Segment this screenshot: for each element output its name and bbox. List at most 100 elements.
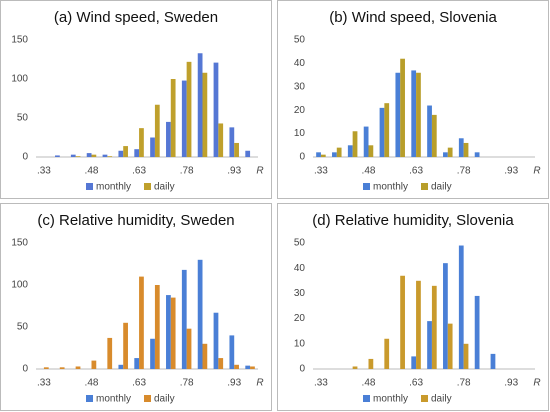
bar — [347, 145, 353, 157]
bar — [107, 337, 113, 369]
x-tick-label: .93 — [504, 378, 518, 389]
y-tick-label: 10 — [294, 338, 306, 349]
bar — [395, 72, 401, 157]
panel-frame — [277, 203, 549, 411]
x-tick-label: .93 — [504, 166, 518, 177]
bar — [107, 156, 113, 157]
x-axis-label: R — [256, 166, 263, 177]
legend-swatch — [144, 183, 151, 190]
bar — [427, 105, 432, 157]
bar — [458, 245, 464, 369]
bar — [75, 366, 81, 369]
bar — [181, 80, 187, 157]
x-tick-label: .63 — [409, 378, 423, 389]
x-tick-label: .93 — [227, 166, 241, 177]
chart-title: (d) Relative humidity, Slovenia — [312, 212, 514, 229]
bar — [186, 61, 192, 158]
bar — [447, 323, 453, 369]
y-tick-label: 50 — [294, 238, 306, 249]
bar — [170, 79, 176, 157]
legend-label: daily — [431, 182, 452, 193]
bar — [154, 285, 160, 369]
legend-swatch — [363, 395, 370, 402]
y-tick-label: 150 — [11, 35, 28, 46]
y-tick-label: 0 — [299, 364, 305, 375]
legend-label: monthly — [373, 394, 408, 405]
legend-label: daily — [154, 394, 175, 405]
x-tick-label: .33 — [37, 378, 51, 389]
bar — [443, 152, 448, 157]
bar — [118, 150, 124, 157]
x-axis-label: R — [533, 166, 540, 177]
y-tick-label: 100 — [11, 280, 28, 291]
bar — [474, 295, 480, 369]
x-tick-label: .93 — [227, 378, 241, 389]
bar — [70, 154, 76, 157]
bar — [416, 280, 421, 369]
bar — [197, 259, 203, 369]
x-tick-label: .78 — [180, 166, 194, 177]
x-tick-label: .48 — [85, 378, 99, 389]
legend-swatch — [363, 183, 370, 190]
bar — [91, 360, 97, 369]
panel-frame — [0, 0, 272, 199]
y-tick-label: 50 — [17, 113, 29, 124]
bar — [55, 155, 60, 157]
bar — [218, 123, 224, 157]
y-tick-label: 40 — [294, 58, 306, 69]
bar — [463, 343, 469, 369]
bar — [186, 328, 192, 369]
bar — [234, 142, 239, 157]
bar — [229, 335, 235, 369]
bar — [202, 343, 208, 369]
chart-title: (b) Wind speed, Slovenia — [329, 9, 497, 26]
bar — [123, 322, 128, 369]
bar — [134, 358, 140, 369]
x-tick-label: .63 — [409, 166, 423, 177]
y-tick-label: 40 — [294, 263, 306, 274]
bar — [443, 263, 448, 369]
x-tick-label: .33 — [37, 166, 51, 177]
x-tick-label: .78 — [457, 166, 471, 177]
bar — [197, 53, 203, 158]
bar — [134, 149, 140, 157]
bar — [139, 128, 144, 157]
bar — [379, 107, 385, 157]
bar — [123, 146, 128, 157]
legend-swatch — [86, 395, 93, 402]
legend-swatch — [86, 183, 93, 190]
bar — [86, 153, 92, 157]
legend-swatch — [421, 183, 428, 190]
bar — [368, 145, 374, 157]
x-tick-label: .48 — [362, 166, 376, 177]
bar — [43, 367, 49, 369]
legend-label: daily — [431, 394, 452, 405]
panel-frame — [0, 203, 272, 411]
bar — [75, 156, 81, 157]
bar — [245, 365, 251, 369]
y-tick-label: 150 — [11, 238, 28, 249]
legend-label: daily — [154, 182, 175, 193]
y-tick-label: 20 — [294, 105, 306, 116]
y-tick-label: 0 — [22, 364, 28, 375]
y-tick-label: 0 — [299, 152, 305, 163]
bar — [245, 150, 251, 157]
x-tick-label: .63 — [132, 378, 146, 389]
bar — [368, 358, 374, 369]
bar — [229, 127, 235, 157]
x-tick-label: .48 — [362, 378, 376, 389]
chart-title: (c) Relative humidity, Sweden — [37, 212, 234, 229]
legend-swatch — [421, 395, 428, 402]
y-tick-label: 20 — [294, 313, 306, 324]
chart-title: (a) Wind speed, Sweden — [54, 9, 218, 26]
x-tick-label: .48 — [85, 166, 99, 177]
bar — [411, 70, 417, 157]
bar — [490, 353, 496, 369]
bar — [181, 269, 187, 369]
panel-frame — [277, 0, 549, 199]
bar — [400, 275, 405, 369]
x-tick-label: .78 — [180, 378, 194, 389]
x-axis-label: R — [256, 378, 263, 389]
bar — [150, 137, 155, 157]
bar — [431, 114, 437, 157]
